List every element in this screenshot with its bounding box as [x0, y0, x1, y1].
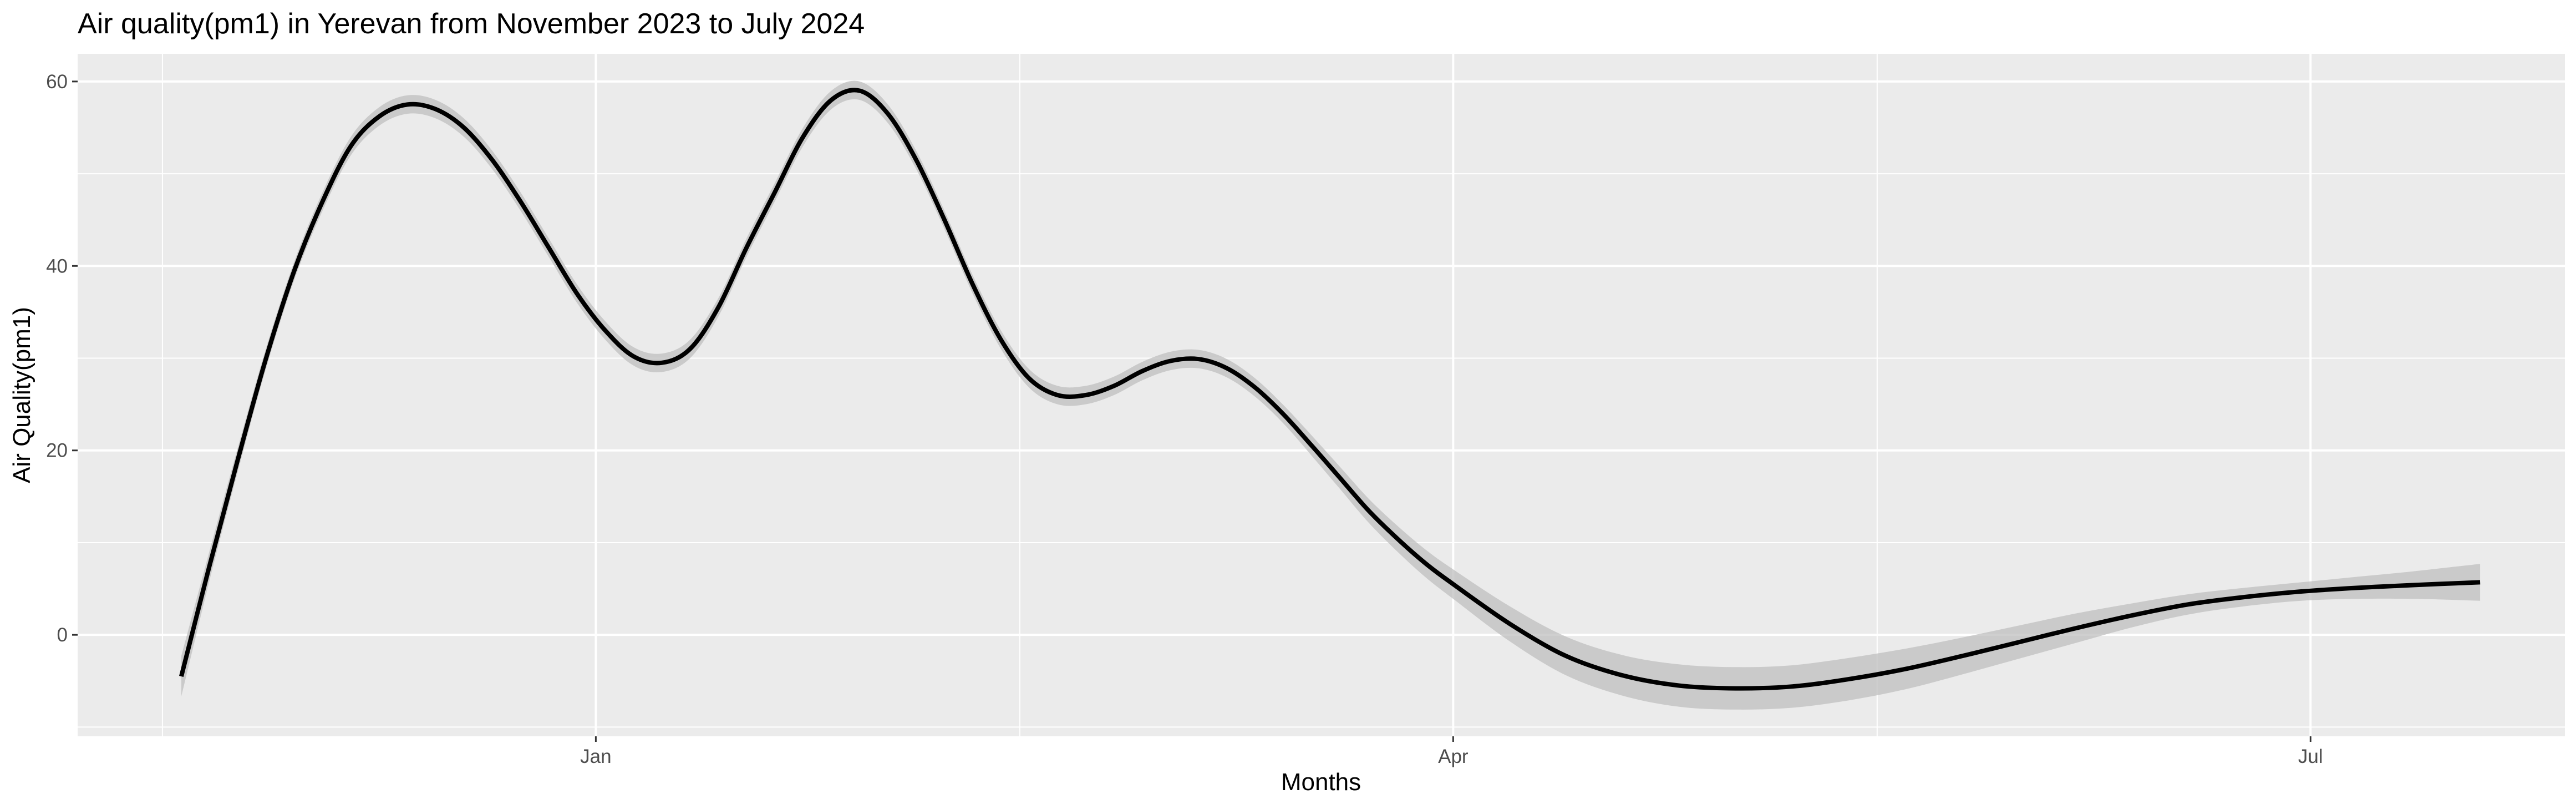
grid-minor — [78, 54, 2565, 736]
line-layer — [179, 88, 2481, 691]
y-tick-label: 0 — [57, 624, 68, 646]
x-axis-title: Months — [1281, 768, 1361, 796]
series-line — [179, 88, 2481, 691]
y-axis: 0 20 40 60 — [46, 71, 78, 646]
grid-major — [78, 54, 2565, 736]
y-tick-label: 60 — [46, 71, 68, 93]
x-axis: Jan Apr Jul — [580, 736, 2323, 767]
x-tick-label: Jul — [2298, 746, 2323, 767]
x-tick-label: Jan — [580, 746, 611, 767]
chart-title: Air quality(pm1) in Yerevan from Novembe… — [78, 8, 865, 40]
y-tick-label: 20 — [46, 440, 68, 462]
x-tick-label: Apr — [1438, 746, 1469, 767]
y-axis-title: Air Quality(pm1) — [8, 307, 35, 483]
y-tick-label: 40 — [46, 255, 68, 277]
